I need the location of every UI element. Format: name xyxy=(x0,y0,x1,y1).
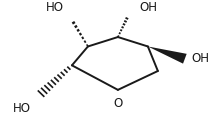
Text: OH: OH xyxy=(192,52,210,65)
Polygon shape xyxy=(148,46,187,64)
Text: HO: HO xyxy=(46,1,64,14)
Text: OH: OH xyxy=(139,1,157,14)
Text: HO: HO xyxy=(13,102,31,115)
Text: O: O xyxy=(113,97,123,110)
